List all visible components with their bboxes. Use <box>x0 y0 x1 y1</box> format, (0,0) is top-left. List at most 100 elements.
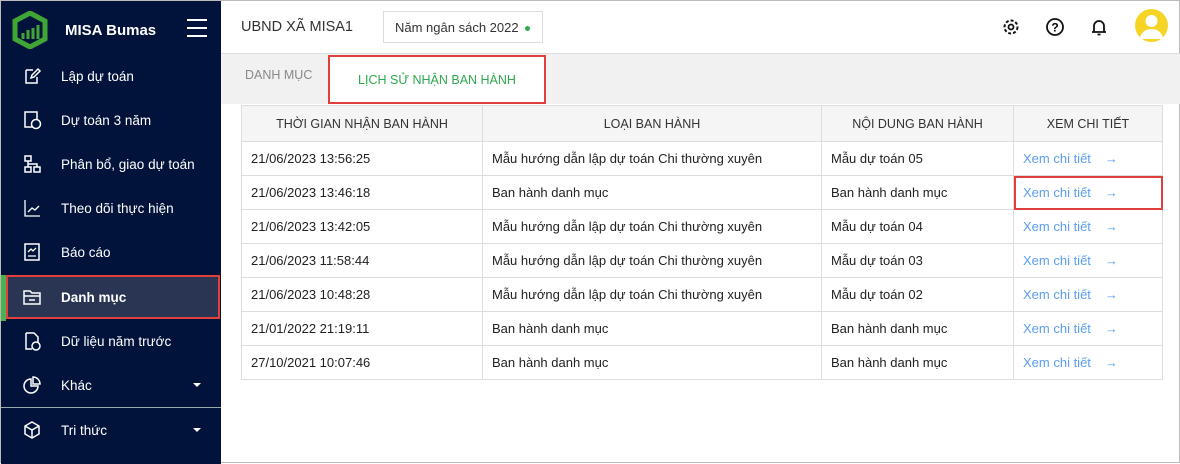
view-detail-cell: Xem chi tiết → <box>1013 141 1163 176</box>
column-header: THỜI GIAN NHẬN BAN HÀNH <box>241 105 483 142</box>
table-cell: Ban hành danh mục <box>821 345 1014 380</box>
sidebar-item-label: Khác <box>61 377 92 393</box>
view-detail-link[interactable]: Xem chi tiết <box>1023 355 1091 370</box>
arrow-right-icon[interactable]: → <box>1104 321 1118 336</box>
header: UBND XÃ MISA1 Năm ngân sách 2022 ? <box>221 1 1180 54</box>
view-detail-cell: Xem chi tiết → <box>1013 243 1163 278</box>
view-detail-link[interactable]: Xem chi tiết <box>1023 287 1091 302</box>
sidebar-divider <box>1 407 221 408</box>
view-detail-link[interactable]: Xem chi tiết <box>1023 151 1091 166</box>
table-cell: Ban hành danh mục <box>482 345 822 380</box>
table-cell: Mẫu dự toán 02 <box>821 277 1014 312</box>
arrow-right-icon[interactable]: → <box>1104 185 1118 200</box>
column-header: XEM CHI TIẾT <box>1013 105 1163 142</box>
budget-year-label: Năm ngân sách 2022 <box>395 20 519 35</box>
caret-down-icon <box>193 383 201 387</box>
table-cell: Ban hành danh mục <box>821 175 1014 210</box>
table-row: 27/10/2021 10:07:46 Ban hành danh mục Ban … <box>241 345 1163 380</box>
view-detail-link[interactable]: Xem chi tiết <box>1023 219 1091 234</box>
bell-icon[interactable] <box>1089 17 1109 37</box>
avatar[interactable] <box>1135 9 1168 42</box>
sidebar-item-0[interactable]: Lập dự toán <box>1 54 221 98</box>
table-row: 21/06/2023 11:58:44 Mẫu hướng dẫn lập dự … <box>241 243 1163 278</box>
table-cell: Ban hành danh mục <box>482 311 822 346</box>
table-cell: Ban hành danh mục <box>482 175 822 210</box>
table-cell: Ban hành danh mục <box>821 311 1014 346</box>
table-cell: 21/01/2022 21:19:11 <box>241 311 483 346</box>
sidebar-item-1[interactable]: Dự toán 3 năm <box>1 98 221 142</box>
arrow-right-icon[interactable]: → <box>1104 355 1118 370</box>
sidebar-item-3[interactable]: Theo dõi thực hiện <box>1 186 221 230</box>
view-detail-link[interactable]: Xem chi tiết <box>1023 185 1091 200</box>
arrow-right-icon[interactable]: → <box>1104 287 1118 302</box>
table-cell: Mẫu dự toán 03 <box>821 243 1014 278</box>
cube-icon <box>24 421 40 439</box>
table-cell: 21/06/2023 13:56:25 <box>241 141 483 176</box>
view-detail-cell: Xem chi tiết → <box>1013 311 1163 346</box>
calendar-3-icon <box>24 111 42 130</box>
svg-text:?: ? <box>1051 21 1058 35</box>
sidebar-item-label: Phân bổ, giao dự toán <box>61 156 195 172</box>
table-row: 21/06/2023 13:56:25 Mẫu hướng dẫn lập dự … <box>241 141 1163 176</box>
table-cell: 21/06/2023 11:58:44 <box>241 243 483 278</box>
sidebar-item-label: Dữ liệu năm trước <box>61 333 172 349</box>
column-header: NỘI DUNG BAN HÀNH <box>821 105 1014 142</box>
table-row: 21/06/2023 13:46:18 Ban hành danh mục Ban … <box>241 175 1163 210</box>
sidebar-item-7[interactable]: Khác <box>1 363 221 407</box>
sidebar-item-label: Danh mục <box>61 289 127 305</box>
table-cell: Mẫu hướng dẫn lập dự toán Chi thường xuy… <box>482 141 822 176</box>
gear-icon[interactable] <box>1001 17 1021 37</box>
issuance-history-table: THỜI GIAN NHẬN BAN HÀNH LOẠI BAN HÀNH NỘ… <box>241 105 1163 380</box>
view-detail-cell: Xem chi tiết → <box>1013 209 1163 244</box>
table-cell: Mẫu hướng dẫn lập dự toán Chi thường xuy… <box>482 243 822 278</box>
table-cell: 27/10/2021 10:07:46 <box>241 345 483 380</box>
sidebar-item-label: Theo dõi thực hiện <box>61 200 174 216</box>
sidebar: MISA Bumas Lập dự toán Dự toán 3 năm Phân … <box>1 1 221 464</box>
sidebar-item-label: Tri thức <box>61 422 108 438</box>
tab-catalog[interactable]: DANH MỤC <box>245 68 313 82</box>
sidebar-item-4[interactable]: Báo cáo <box>1 230 221 274</box>
sidebar-item-5[interactable]: Danh mục <box>6 275 220 319</box>
table-row: 21/06/2023 10:48:28 Mẫu hướng dẫn lập dự … <box>241 277 1163 312</box>
table-cell: 21/06/2023 13:46:18 <box>241 175 483 210</box>
organization-name: UBND XÃ MISA1 <box>241 19 353 35</box>
pie-chart-icon <box>23 376 41 394</box>
arrow-right-icon[interactable]: → <box>1104 151 1118 166</box>
active-indicator <box>1 275 6 321</box>
table-row: 21/06/2023 13:42:05 Mẫu hướng dẫn lập dự … <box>241 209 1163 244</box>
tab-issuance-history[interactable]: LỊCH SỬ NHẬN BAN HÀNH <box>328 55 546 104</box>
table-cell: Mẫu hướng dẫn lập dự toán Chi thường xuy… <box>482 277 822 312</box>
view-detail-cell: Xem chi tiết → <box>1013 277 1163 312</box>
file-clock-icon <box>25 332 41 351</box>
sidebar-item-6[interactable]: Dữ liệu năm trước <box>1 319 221 363</box>
status-dot <box>524 26 530 32</box>
budget-year-selector[interactable]: Năm ngân sách 2022 <box>383 11 543 43</box>
caret-down-icon <box>193 428 201 432</box>
help-icon[interactable]: ? <box>1045 17 1065 37</box>
sidebar-item-2[interactable]: Phân bổ, giao dự toán <box>1 142 221 186</box>
view-detail-link[interactable]: Xem chi tiết <box>1023 321 1091 336</box>
view-detail-link[interactable]: Xem chi tiết <box>1023 253 1091 268</box>
sidebar-item-label: Lập dự toán <box>61 68 134 84</box>
table-cell: 21/06/2023 13:42:05 <box>241 209 483 244</box>
edit-icon <box>25 67 42 84</box>
table-cell: Mẫu dự toán 05 <box>821 141 1014 176</box>
line-chart-icon <box>24 200 40 217</box>
sidebar-item-label: Báo cáo <box>61 244 111 260</box>
view-detail-cell: Xem chi tiết → <box>1013 175 1163 210</box>
sidebar-item-8[interactable]: Tri thức <box>1 408 221 452</box>
column-header: LOẠI BAN HÀNH <box>482 105 822 142</box>
table-cell: 21/06/2023 10:48:28 <box>241 277 483 312</box>
folder-icon <box>23 290 41 305</box>
hierarchy-icon <box>24 155 41 173</box>
arrow-right-icon[interactable]: → <box>1104 219 1118 234</box>
sidebar-item-label: Dự toán 3 năm <box>61 112 152 128</box>
misa-logo-icon <box>12 11 48 49</box>
view-detail-cell: Xem chi tiết → <box>1013 345 1163 380</box>
report-icon <box>24 243 40 261</box>
arrow-right-icon[interactable]: → <box>1104 253 1118 268</box>
brand-name: MISA Bumas <box>65 22 157 39</box>
tab-bar: DANH MỤC LỊCH SỬ NHẬN BAN HÀNH <box>221 54 1180 104</box>
menu-toggle-button[interactable] <box>187 19 207 37</box>
table-cell: Mẫu hướng dẫn lập dự toán Chi thường xuy… <box>482 209 822 244</box>
